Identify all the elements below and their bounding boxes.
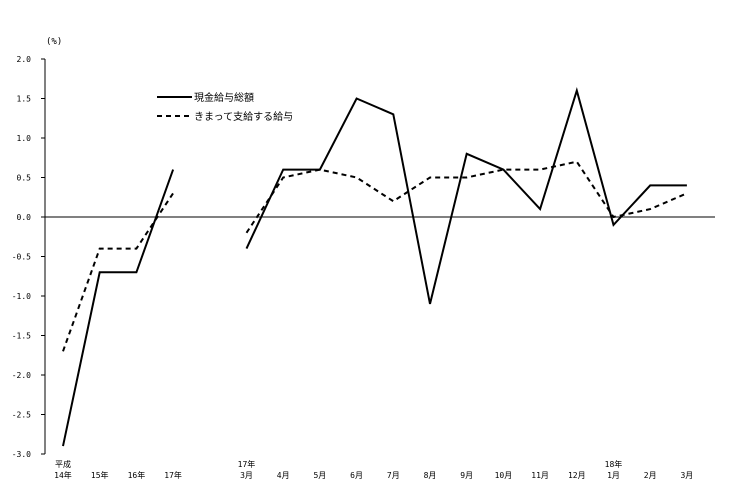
y-tick-label: -0.5 <box>12 253 31 262</box>
y-tick-label: -2.5 <box>12 411 31 420</box>
series-line-regular-pay-seg0 <box>62 192 174 352</box>
y-axis: 2.0 1.5 1.0 0.5 0.0 -0.5 -1.0 -1.5 -2.0 -2.5 -3.0 <box>12 55 46 459</box>
x-tick-label-top: 平成 <box>55 459 71 469</box>
x-tick-label: 3月 <box>240 471 253 480</box>
x-tick-label: 8月 <box>424 471 437 480</box>
x-tick-label: 5月 <box>313 471 326 480</box>
y-tick-label: 1.5 <box>17 95 32 104</box>
unit-label: (%) <box>46 37 62 47</box>
series-line-regular-pay-seg1 <box>245 160 688 234</box>
x-tick-label: 14年 <box>54 470 72 480</box>
x-tick-label: 7月 <box>387 471 400 480</box>
x-tick-label: 3月 <box>680 471 693 480</box>
series-line-total-pay-seg0 <box>62 169 175 447</box>
x-tick-label: 9月 <box>460 471 473 480</box>
series-line-total-pay-seg1 <box>245 87 687 305</box>
x-tick-label-top: 18年 <box>605 459 623 469</box>
y-tick-label: 0.0 <box>17 213 32 222</box>
y-tick-label: 1.0 <box>17 134 32 143</box>
y-tick-label: -1.0 <box>12 292 31 301</box>
legend-label-regular: きまって支給する給与 <box>194 110 293 123</box>
x-tick-label: 4月 <box>277 471 290 480</box>
x-tick-label: 15年 <box>91 470 109 480</box>
x-tick-label-top: 17年 <box>238 459 256 469</box>
x-tick-label: 10月 <box>495 471 513 480</box>
y-tick-label: -2.0 <box>12 371 31 380</box>
x-tick-label: 6月 <box>350 471 363 480</box>
y-tick-label: -3.0 <box>12 450 31 459</box>
x-tick-label: 2月 <box>644 471 657 480</box>
x-tick-label: 16年 <box>128 470 146 480</box>
y-tick-label: -1.5 <box>12 332 31 341</box>
y-tick-label: 0.5 <box>17 174 32 183</box>
legend: 現金給与総額 きまって支給する給与 <box>157 91 293 123</box>
x-tick-label: 17年 <box>164 470 182 480</box>
legend-label-total: 現金給与総額 <box>194 91 254 104</box>
x-tick-label: 12月 <box>568 471 586 480</box>
x-tick-label: 11月 <box>531 471 549 480</box>
series-layer <box>62 87 688 447</box>
y-tick-label: 2.0 <box>17 55 32 64</box>
x-tick-label: 1月 <box>607 471 620 480</box>
